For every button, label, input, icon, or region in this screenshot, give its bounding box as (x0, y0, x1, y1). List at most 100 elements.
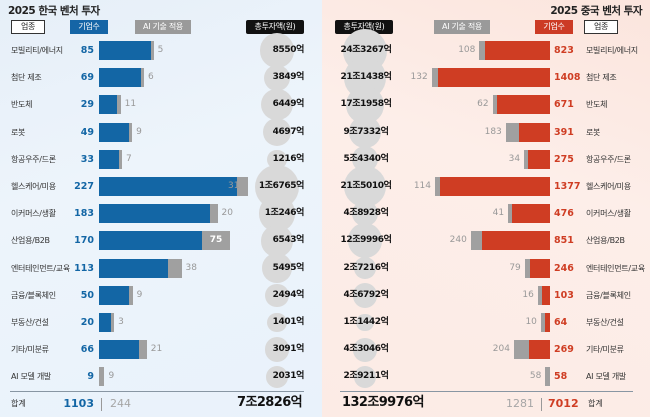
china-row: 4조8928억 41 476 이커머스/생활 (322, 201, 650, 227)
korea-company-bar (99, 204, 211, 224)
korea-row: AI 모델 개발 9 9 2031억 (0, 365, 322, 388)
china-investment-label: 24조3267억 (340, 45, 392, 55)
korea-investment-bubble (263, 64, 291, 91)
china-category-label: 헬스케어/미용 (586, 182, 631, 191)
korea-ai-count: 9 (136, 289, 143, 300)
korea-ai-bar (119, 149, 123, 169)
china-company-bar (438, 68, 550, 88)
korea-company-count: 113 (74, 262, 94, 274)
china-row: 4조3046억 204 269 기타/미분류 (322, 337, 650, 362)
china-company-count: 671 (554, 99, 574, 111)
korea-ai-bar (99, 367, 105, 387)
china-investment-bubble (344, 165, 386, 208)
china-category-label: 로봇 (586, 127, 601, 137)
china-row: 9조7332억 183 391 로봇 (322, 116, 650, 148)
china-ai-count: 10 (525, 317, 537, 327)
china-title: 2025 중국 벤처 투자 (550, 5, 642, 17)
korea-category-label: 기타/미분류 (11, 345, 49, 355)
korea-investment-label: 5495억 (272, 262, 305, 273)
korea-investment-bubble (261, 89, 293, 121)
china-investment-label: 21조1438억 (340, 72, 392, 83)
korea-company-bar (99, 177, 237, 196)
china-row: 12조9996억 240 851 산업용/B2B (322, 223, 650, 259)
korea-ai-bar (128, 122, 133, 142)
china-category-label: 첨단 제조 (586, 73, 617, 83)
korea-company-count: 227 (74, 181, 94, 192)
korea-company-count: 183 (74, 208, 94, 220)
china-company-count: 476 (554, 208, 574, 220)
china-total-separator (541, 398, 542, 411)
china-investment-bubble (352, 337, 378, 362)
korea-investment-label: 3849억 (272, 72, 305, 83)
korea-investment-label: 2494억 (272, 289, 305, 300)
china-company-bar (528, 149, 550, 169)
china-investment-bubble (352, 282, 378, 308)
china-category-label: 금융/블록체인 (586, 290, 631, 300)
korea-investment-bubble (267, 312, 287, 333)
korea-investment-bubble (267, 149, 287, 169)
china-investment-label: 4조3046억 (343, 344, 389, 355)
korea-company-count: 85 (80, 45, 94, 56)
korea-row: 엔터테인먼트/교육 113 38 5495억 (0, 253, 322, 283)
china-company-bar (482, 231, 550, 251)
china-category-label: 항공우주/드론 (586, 154, 631, 164)
korea-category-header: 업종 (11, 20, 45, 34)
china-category-label: 반도체 (586, 100, 608, 110)
korea-investment-bubble (259, 33, 295, 68)
china-category-label: 부동산/건설 (586, 318, 624, 327)
china-investment-bubble (356, 313, 374, 332)
korea-ai-bar (210, 204, 218, 224)
korea-ai-bar (140, 68, 144, 88)
china-investment-label: 17조1958억 (340, 99, 392, 110)
korea-row: 이커머스/생활 183 20 1조246억 (0, 195, 322, 232)
china-investment-label: 2조9211억 (343, 371, 389, 382)
china-ai-count: 114 (413, 181, 432, 191)
china-panel: 2025 중국 벤처 투자 총투자액(원) AI 기술 적용 기업수 업종 24… (322, 0, 650, 417)
korea-company-bar (99, 122, 129, 142)
china-ai-bar (508, 204, 513, 224)
korea-investment-label: 1216억 (272, 153, 305, 164)
korea-ai-bar (150, 41, 154, 60)
china-investment-label: 1조1442억 (343, 317, 389, 327)
korea-company-count: 29 (80, 99, 94, 111)
china-row: 17조1958억 62 671 반도체 (322, 85, 650, 125)
korea-ai-bar (167, 258, 182, 278)
china-companies-header: 기업수 (535, 20, 573, 34)
korea-category-label: 헬스케어/미용 (11, 182, 56, 191)
china-company-count: 1377 (554, 181, 581, 192)
korea-investment-bubble (262, 253, 292, 283)
korea-total-label: 합계 (11, 399, 26, 408)
korea-category-label: 모빌리티/에너지 (11, 46, 63, 55)
korea-ai-bar (237, 177, 249, 196)
china-company-bar (528, 340, 550, 360)
china-category-label: 모빌리티/에너지 (586, 46, 638, 55)
china-investment-label: 21조5010억 (340, 181, 392, 191)
china-ai-header: AI 기술 적용 (434, 20, 490, 34)
china-investment-bubble (352, 201, 378, 227)
china-investment-bubble (349, 116, 381, 148)
korea-total-companies: 1103 (63, 397, 94, 410)
korea-ai-count: 11 (124, 99, 137, 110)
china-ai-count: 62 (477, 99, 489, 110)
china-total-investment: 132조9976억 (342, 395, 424, 410)
korea-ai-count: 75 (209, 235, 223, 246)
china-ai-bar (435, 177, 441, 196)
korea-category-label: 로봇 (11, 127, 26, 137)
china-company-count: 269 (554, 344, 574, 356)
korea-investment-label: 3091억 (272, 344, 305, 355)
china-ai-bar (479, 41, 485, 60)
korea-company-bar (99, 231, 203, 251)
china-investment-header: 총투자액(원) (335, 20, 393, 34)
china-company-count: 275 (554, 153, 574, 165)
korea-investment-bubble (264, 337, 290, 362)
korea-ai-header: AI 기술 적용 (135, 20, 191, 34)
korea-company-count: 50 (80, 289, 94, 301)
korea-investment-label: 8550억 (272, 45, 305, 55)
korea-row: 산업용/B2B 170 75 6543억 (0, 225, 322, 257)
china-company-count: 851 (554, 235, 574, 247)
china-row: 2조9211억 58 58 AI 모델 개발 (322, 366, 650, 388)
korea-category-label: 산업용/B2B (11, 236, 50, 246)
china-row: 2조7216억 79 246 엔터테인먼트/교육 (322, 257, 650, 279)
korea-company-bar (99, 285, 130, 305)
korea-ai-count: 7 (126, 153, 132, 164)
